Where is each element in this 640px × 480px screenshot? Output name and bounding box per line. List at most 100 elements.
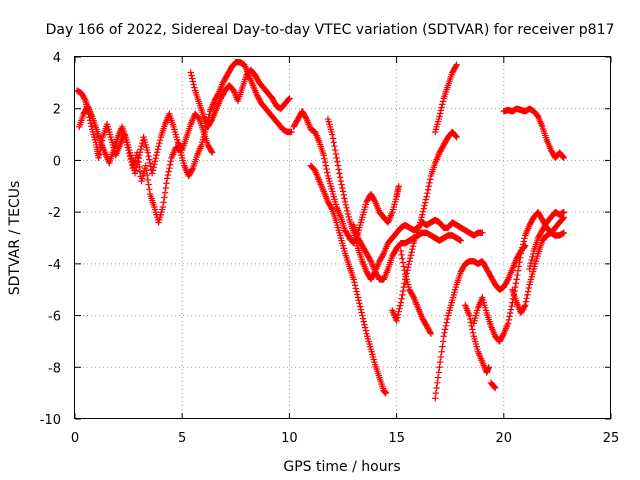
data-point bbox=[407, 252, 415, 259]
series-track-7 bbox=[350, 221, 465, 283]
data-point bbox=[522, 302, 529, 309]
data-point bbox=[145, 152, 152, 160]
data-point bbox=[337, 177, 345, 185]
data-point bbox=[433, 384, 440, 392]
data-point bbox=[504, 277, 511, 284]
data-point bbox=[439, 101, 446, 108]
data-point bbox=[160, 199, 167, 206]
data-point bbox=[524, 291, 531, 299]
data-point bbox=[143, 171, 151, 179]
data-point bbox=[358, 309, 365, 316]
data-point bbox=[436, 110, 444, 117]
data-point bbox=[286, 95, 293, 102]
data-point bbox=[323, 165, 330, 173]
data-point bbox=[189, 78, 197, 85]
data-point bbox=[514, 271, 521, 279]
data-point bbox=[426, 179, 433, 187]
data-point bbox=[96, 151, 103, 158]
data-point bbox=[345, 213, 352, 221]
data-point bbox=[151, 161, 158, 168]
data-point bbox=[336, 170, 343, 177]
data-point bbox=[352, 285, 360, 292]
data-point bbox=[153, 149, 161, 156]
data-point bbox=[161, 194, 168, 201]
data-point bbox=[382, 389, 390, 397]
data-point bbox=[341, 195, 348, 202]
y-tick-label: 2 bbox=[53, 103, 61, 118]
data-point bbox=[285, 96, 292, 103]
data-point bbox=[162, 184, 169, 192]
data-point bbox=[355, 297, 362, 304]
data-point bbox=[333, 154, 340, 162]
data-point bbox=[161, 189, 169, 196]
data-point bbox=[424, 186, 432, 193]
y-tick-label: -4 bbox=[48, 258, 61, 273]
data-point bbox=[399, 287, 407, 295]
data-point bbox=[529, 253, 536, 261]
data-point bbox=[159, 203, 167, 211]
data-point bbox=[409, 292, 417, 300]
series-track-3 bbox=[187, 66, 293, 131]
data-point bbox=[288, 128, 295, 136]
data-point bbox=[505, 316, 513, 324]
data-point bbox=[81, 96, 89, 103]
data-point bbox=[361, 321, 368, 328]
data-point bbox=[438, 104, 445, 111]
y-tick-label: -8 bbox=[48, 361, 61, 376]
data-point bbox=[512, 280, 520, 287]
data-point bbox=[397, 247, 405, 255]
data-point bbox=[148, 170, 156, 177]
data-point bbox=[499, 331, 507, 339]
data-point bbox=[427, 330, 435, 337]
data-point bbox=[439, 98, 447, 105]
data-point bbox=[147, 163, 154, 170]
data-point bbox=[437, 107, 445, 114]
data-point bbox=[401, 267, 408, 274]
data-point bbox=[354, 291, 361, 298]
data-point bbox=[457, 237, 465, 244]
y-tick-label: 4 bbox=[53, 51, 61, 66]
data-point bbox=[434, 374, 442, 381]
data-point bbox=[453, 133, 460, 141]
data-point bbox=[152, 155, 159, 162]
data-point bbox=[342, 201, 350, 209]
data-point bbox=[330, 139, 337, 146]
data-series bbox=[73, 58, 568, 402]
data-point bbox=[360, 318, 367, 325]
data-point bbox=[439, 343, 446, 350]
data-point bbox=[351, 282, 359, 289]
data-point bbox=[361, 324, 369, 331]
data-point bbox=[138, 139, 146, 147]
data-point bbox=[439, 338, 447, 345]
data-point bbox=[379, 251, 387, 259]
series-track-15 bbox=[509, 229, 568, 317]
y-tick-label: -2 bbox=[48, 206, 61, 221]
data-point bbox=[329, 135, 337, 142]
series-track-2 bbox=[76, 102, 216, 177]
data-point bbox=[560, 208, 568, 216]
data-point bbox=[320, 152, 327, 159]
data-point bbox=[340, 191, 347, 199]
data-point bbox=[436, 113, 443, 120]
data-point bbox=[479, 229, 486, 237]
data-point bbox=[191, 84, 198, 91]
series-track-9 bbox=[397, 247, 435, 337]
data-point bbox=[399, 259, 407, 266]
data-point bbox=[356, 303, 364, 310]
data-point bbox=[331, 146, 339, 154]
grid bbox=[75, 57, 611, 419]
data-point bbox=[527, 262, 534, 270]
data-point bbox=[514, 267, 522, 274]
data-point bbox=[127, 152, 134, 159]
data-point bbox=[359, 315, 367, 322]
data-point bbox=[525, 284, 533, 292]
data-point bbox=[521, 303, 528, 310]
data-point bbox=[453, 61, 460, 68]
data-point bbox=[128, 158, 136, 165]
data-point bbox=[138, 143, 145, 150]
data-point bbox=[507, 306, 515, 313]
data-point bbox=[195, 114, 202, 122]
y-axis-label: SDTVAR / TECUs bbox=[7, 181, 23, 296]
data-point bbox=[398, 251, 405, 259]
data-point bbox=[150, 164, 157, 171]
